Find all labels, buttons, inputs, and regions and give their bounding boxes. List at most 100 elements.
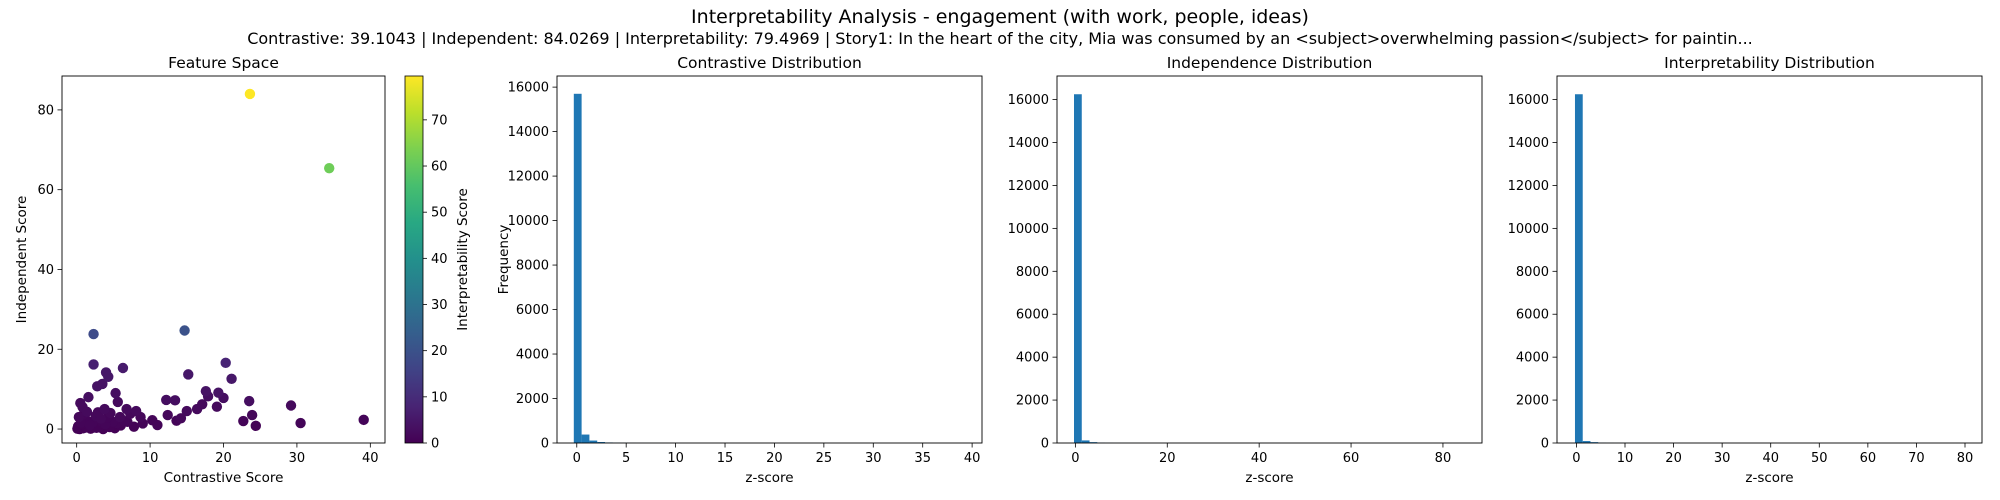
y-tick-label: 8000 bbox=[516, 259, 549, 274]
plot-area-1 bbox=[573, 93, 965, 443]
x-tick-label: 10 bbox=[142, 451, 159, 466]
x-tick-label: 15 bbox=[717, 451, 734, 466]
y-tick-label: 10000 bbox=[508, 214, 549, 229]
scatter-point bbox=[88, 328, 99, 340]
y-axis-label: Independent Score bbox=[14, 196, 30, 324]
x-tick-label: 60 bbox=[1343, 451, 1360, 466]
y-tick-label: 40 bbox=[37, 263, 54, 278]
histogram-bar bbox=[589, 440, 598, 443]
histogram-bar bbox=[1074, 94, 1082, 443]
x-tick-label: 40 bbox=[1251, 451, 1268, 466]
axes-title: Independence Distribution bbox=[1167, 54, 1373, 72]
colorbar-tick-label: 10 bbox=[431, 390, 448, 405]
x-tick-label: 80 bbox=[1957, 451, 1974, 466]
scatter-point bbox=[99, 403, 110, 415]
plot-area-2 bbox=[1074, 94, 1463, 443]
x-tick-label: 0 bbox=[573, 451, 581, 466]
scatter-point bbox=[285, 400, 297, 411]
histogram-bar bbox=[573, 93, 582, 443]
scatter-point bbox=[213, 387, 224, 398]
scatter-point bbox=[83, 391, 94, 403]
y-tick-label: 12000 bbox=[1508, 179, 1549, 194]
x-tick-label: 40 bbox=[362, 451, 379, 466]
axes-frame bbox=[1056, 75, 1483, 444]
histogram-bar bbox=[1582, 441, 1591, 443]
colorbar-tick-label: 60 bbox=[431, 160, 448, 175]
histogram-bar bbox=[1081, 440, 1090, 443]
y-tick-label: 6000 bbox=[1516, 308, 1549, 323]
x-axis-label: z-score bbox=[1745, 470, 1793, 486]
x-tick-label: 70 bbox=[1908, 451, 1925, 466]
figure-subtitle: Contrastive: 39.1043 | Independent: 84.0… bbox=[247, 29, 1753, 48]
scatter-point bbox=[220, 357, 231, 369]
scatter-point bbox=[246, 409, 258, 421]
y-tick-label: 0 bbox=[1541, 437, 1549, 452]
x-tick-label: 50 bbox=[1811, 451, 1828, 466]
colorbar-tick-label: 0 bbox=[431, 437, 439, 452]
x-tick-label: 20 bbox=[1665, 451, 1682, 466]
x-tick-label: 30 bbox=[865, 451, 882, 466]
y-tick-label: 12000 bbox=[1008, 179, 1049, 194]
axes-frame bbox=[1556, 75, 1983, 444]
scatter-point bbox=[191, 403, 203, 415]
scatter-point bbox=[81, 406, 93, 418]
colorbar-tick-label: 70 bbox=[431, 113, 448, 128]
y-tick-label: 8000 bbox=[1016, 265, 1049, 280]
scatter-point bbox=[181, 405, 192, 417]
colorbar-tick-label: 20 bbox=[431, 344, 448, 359]
scatter-point bbox=[114, 411, 126, 423]
colorbar bbox=[404, 75, 424, 444]
y-tick-label: 16000 bbox=[1508, 93, 1549, 108]
x-tick-label: 30 bbox=[289, 451, 306, 466]
y-tick-label: 14000 bbox=[508, 125, 549, 140]
scatter-point bbox=[243, 395, 255, 407]
x-tick-label: 0 bbox=[1572, 451, 1580, 466]
scatter-point bbox=[162, 409, 173, 421]
scatter-point bbox=[295, 417, 306, 429]
y-tick-label: 6000 bbox=[1016, 308, 1049, 323]
colorbar-label: Interpretability Score bbox=[455, 188, 471, 331]
x-tick-label: 20 bbox=[1159, 451, 1176, 466]
scatter-point bbox=[244, 88, 256, 100]
x-axis-label: z-score bbox=[1245, 470, 1293, 486]
y-tick-label: 2000 bbox=[516, 392, 549, 407]
scatter-point bbox=[117, 362, 129, 374]
y-tick-label: 14000 bbox=[1508, 136, 1549, 151]
y-tick-label: 80 bbox=[37, 103, 54, 118]
axes-frame bbox=[556, 75, 983, 444]
plot-area-3 bbox=[1574, 94, 1963, 443]
axes-title: Contrastive Distribution bbox=[677, 54, 862, 72]
y-tick-label: 10000 bbox=[1508, 222, 1549, 237]
axes-frame bbox=[61, 75, 386, 444]
y-tick-label: 14000 bbox=[1008, 136, 1049, 151]
scatter-point bbox=[92, 381, 103, 392]
y-tick-label: 4000 bbox=[1016, 351, 1049, 366]
scatter-point bbox=[103, 371, 114, 382]
y-tick-label: 0 bbox=[46, 423, 54, 438]
scatter-point bbox=[211, 401, 223, 412]
scatter-point bbox=[73, 411, 85, 423]
x-tick-label: 30 bbox=[1714, 451, 1731, 466]
x-axis-label: z-score bbox=[745, 470, 793, 486]
scatter-point bbox=[226, 373, 237, 384]
scatter-point bbox=[130, 405, 142, 417]
scatter-point bbox=[238, 415, 249, 427]
figure-title: Interpretability Analysis - engagement (… bbox=[691, 6, 1309, 28]
scatter-point bbox=[200, 385, 212, 397]
x-tick-label: 5 bbox=[622, 451, 630, 466]
x-axis-label: Contrastive Score bbox=[164, 470, 284, 486]
scatter-point bbox=[324, 162, 335, 174]
y-tick-label: 20 bbox=[37, 343, 54, 358]
x-tick-label: 80 bbox=[1435, 451, 1452, 466]
y-tick-label: 60 bbox=[37, 183, 54, 198]
axes-title: Interpretability Distribution bbox=[1664, 54, 1875, 72]
y-tick-label: 2000 bbox=[1516, 394, 1549, 409]
y-tick-label: 12000 bbox=[508, 170, 549, 185]
scatter-point bbox=[110, 387, 121, 399]
y-tick-label: 2000 bbox=[1016, 394, 1049, 409]
scatter-point bbox=[84, 419, 96, 431]
scatter-point bbox=[183, 369, 194, 380]
y-tick-label: 0 bbox=[1041, 437, 1049, 452]
